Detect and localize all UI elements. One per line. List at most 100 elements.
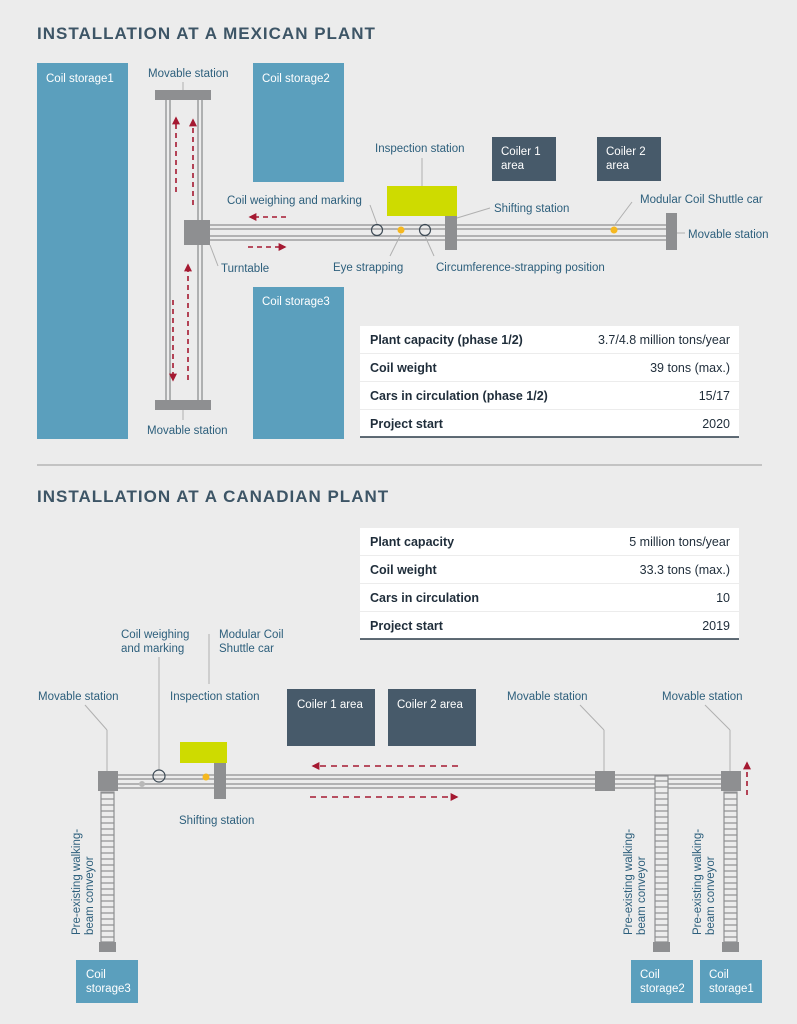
ca-conveyor-label: Pre-existing walking- xyxy=(623,829,635,935)
ca-table-key: Project start xyxy=(370,619,444,633)
mx-table-key: Coil weight xyxy=(370,361,438,375)
mx-coiler2-label-2: area xyxy=(606,160,630,172)
mx-table-value: 39 tons (max.) xyxy=(650,361,730,375)
ca-conveyor-mid xyxy=(654,775,669,943)
ca-weighing-station xyxy=(152,769,166,783)
mx-leader xyxy=(424,235,435,257)
ca-table-key: Coil weight xyxy=(370,563,438,577)
ca-small-marker xyxy=(139,781,145,787)
ca-conveyor-mid-label: Pre-existing walking- beam conveyor xyxy=(623,829,648,935)
ca-conveyor-label-2: beam conveyor xyxy=(84,856,96,935)
ca-coiler1-area xyxy=(287,689,375,746)
ca-info-table: Plant capacity 5 million tons/year Coil … xyxy=(360,528,739,640)
mx-coiler2-area xyxy=(597,137,661,181)
mx-leader xyxy=(456,207,491,219)
mx-movable-station-right-label: Movable station xyxy=(688,229,769,241)
ca-movable-station-right xyxy=(721,771,741,791)
mx-turntable-label: Turntable xyxy=(221,263,269,275)
canada-title: INSTALLATION AT A CANADIAN PLANT xyxy=(37,487,389,506)
ca-coiler2-area xyxy=(388,689,476,746)
ca-storage3-label: Coil xyxy=(86,969,106,981)
ca-conveyor-left-label: Pre-existing walking- beam conveyor xyxy=(71,829,96,935)
ca-coiler1-label: Coiler 1 area xyxy=(297,699,363,711)
mx-table-value: 15/17 xyxy=(699,389,730,403)
mx-coil-storage1-label: Coil storage1 xyxy=(46,73,114,85)
mx-coiler2-label: Coiler 2 xyxy=(606,146,646,158)
mx-table-key: Plant capacity (phase 1/2) xyxy=(370,333,523,347)
ca-shifting-station-label: Shifting station xyxy=(179,815,254,827)
ca-movable-station-left xyxy=(98,771,118,791)
ca-coil-storage1 xyxy=(700,960,762,1003)
mx-shifting-station-label: Shifting station xyxy=(494,203,569,215)
mx-coil-weighing-label: Coil weighing and marking xyxy=(227,195,362,207)
mx-movable-station-top-label: Movable station xyxy=(148,68,229,80)
ca-conveyor-right xyxy=(723,791,738,943)
ca-conveyor-right-label: Pre-existing walking- beam conveyor xyxy=(692,829,717,935)
ca-conveyor-left xyxy=(100,791,115,943)
mx-movable-station-bottom-label: Movable station xyxy=(147,425,228,437)
ca-leader xyxy=(84,704,108,731)
ca-storage2-label-2: storage2 xyxy=(640,983,685,995)
mx-table-key: Cars in circulation (phase 1/2) xyxy=(370,389,548,403)
mx-coil-storage3 xyxy=(253,287,344,439)
mx-leader xyxy=(209,244,219,267)
mx-coiler1-area xyxy=(492,137,556,181)
mx-circumference-label: Circumference-strapping position xyxy=(436,262,605,274)
ca-movable-station-right-label: Movable station xyxy=(662,691,743,703)
ca-coil-storage2 xyxy=(631,960,693,1003)
mx-vertical-track xyxy=(165,100,203,400)
mx-weighing-station xyxy=(370,223,384,237)
ca-conveyor-end xyxy=(99,942,116,952)
ca-inspection-station-label: Inspection station xyxy=(170,691,260,703)
ca-coil-storage3 xyxy=(76,960,138,1003)
ca-table-key: Cars in circulation xyxy=(370,591,479,605)
mx-movable-station-right xyxy=(666,213,677,250)
ca-storage2-label: Coil xyxy=(640,969,660,981)
ca-table-value: 2019 xyxy=(702,619,730,633)
mx-coil-storage2-label: Coil storage2 xyxy=(262,73,330,85)
mx-shuttle-car-label: Modular Coil Shuttle car xyxy=(640,194,763,206)
mx-coil-storage3-label: Coil storage3 xyxy=(262,296,330,308)
ca-movable-station-mid xyxy=(595,771,615,791)
ca-conveyor-end xyxy=(653,942,670,952)
mx-shifting-station xyxy=(445,216,457,250)
ca-movable-station-left-label: Movable station xyxy=(38,691,119,703)
ca-shuttle-label: Modular Coil xyxy=(219,629,284,641)
ca-leader xyxy=(579,704,605,731)
mx-horizontal-track xyxy=(210,224,668,241)
ca-leader xyxy=(704,704,731,731)
mx-shuttle-car-dot xyxy=(610,226,618,234)
mx-coiler1-label-2: area xyxy=(501,160,525,172)
ca-shifting-station xyxy=(214,763,226,799)
ca-conveyor-label: Pre-existing walking- xyxy=(71,829,83,935)
ca-storage1-label-2: storage1 xyxy=(709,983,754,995)
ca-conveyor-end xyxy=(722,942,739,952)
mx-info-table: Plant capacity (phase 1/2) 3.7/4.8 milli… xyxy=(360,326,739,438)
ca-table-value: 5 million tons/year xyxy=(629,535,730,549)
mx-movable-station-top xyxy=(155,90,211,100)
mx-table-value: 2020 xyxy=(702,417,730,431)
mx-movable-station-bottom xyxy=(155,400,211,410)
ca-inspection-station xyxy=(180,742,227,763)
mx-inspection-station xyxy=(387,186,457,216)
ca-coil-weighing-label-2: and marking xyxy=(121,643,184,655)
ca-conveyor-label-2: beam conveyor xyxy=(636,856,648,935)
mx-leader xyxy=(613,201,633,227)
mx-eye-strapping-dot xyxy=(397,226,405,234)
ca-conveyor-label-2: beam conveyor xyxy=(705,856,717,935)
mx-inspection-station-label: Inspection station xyxy=(375,143,465,155)
mx-turntable xyxy=(184,220,210,245)
mx-leader xyxy=(369,204,378,225)
mx-coil-storage1 xyxy=(37,63,128,439)
ca-shuttle-label-2: Shuttle car xyxy=(219,643,274,655)
mx-eye-strapping-label: Eye strapping xyxy=(333,262,403,274)
ca-horizontal-track xyxy=(107,774,740,789)
ca-shuttle-car-dot xyxy=(202,773,210,781)
mx-leader xyxy=(389,233,402,257)
mx-table-value: 3.7/4.8 million tons/year xyxy=(598,333,730,347)
ca-table-key: Plant capacity xyxy=(370,535,454,549)
mx-coiler1-label: Coiler 1 xyxy=(501,146,541,158)
ca-table-value: 10 xyxy=(716,591,730,605)
ca-conveyor-label: Pre-existing walking- xyxy=(692,829,704,935)
